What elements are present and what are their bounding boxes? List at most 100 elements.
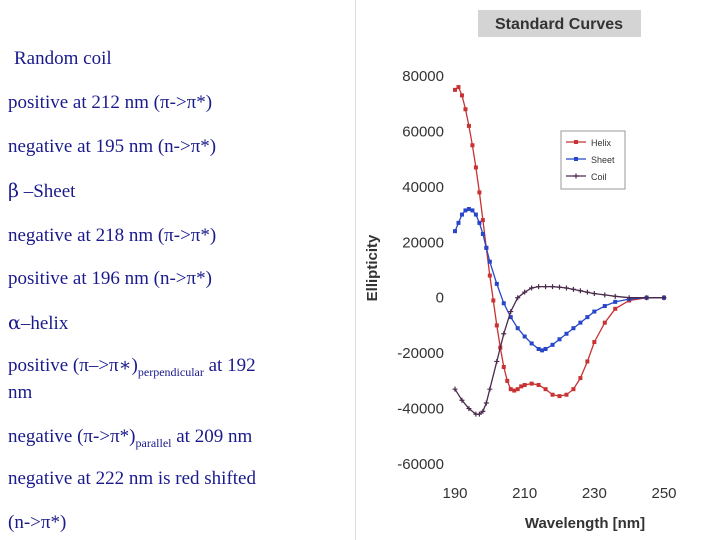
- beta-sheet-line-1: negative at 218 nm (π->π*): [8, 225, 217, 246]
- coil-point: [522, 289, 528, 295]
- alpha-line-1-pre: positive (π–>π∗): [8, 355, 138, 376]
- x-tick-label: 230: [582, 485, 607, 502]
- coil-point: [563, 285, 569, 291]
- sheet-point: [480, 231, 485, 236]
- helix-point: [512, 388, 517, 393]
- y-tick-label: -60000: [397, 456, 444, 473]
- coil-point: [483, 400, 489, 406]
- helix-point: [550, 392, 555, 397]
- helix-point: [571, 387, 576, 392]
- coil-point: [626, 295, 632, 301]
- helix-point: [564, 392, 569, 397]
- sheet-point: [564, 331, 569, 336]
- sheet-point: [529, 341, 534, 346]
- sheet-point: [484, 245, 489, 250]
- coil-point: [476, 411, 482, 417]
- coil-point: [480, 408, 486, 414]
- helix-point: [463, 107, 468, 112]
- helix-line: [454, 86, 664, 397]
- alpha-helix-line-4: (n->π*): [8, 512, 67, 533]
- helix-point: [578, 376, 583, 381]
- beta-sheet-heading-text: –Sheet: [23, 181, 76, 202]
- y-tick-label: 80000: [402, 68, 444, 85]
- coil-point: [644, 295, 650, 301]
- y-tick-label: -40000: [397, 401, 444, 418]
- coil-point: [557, 284, 562, 290]
- sheet-point: [501, 301, 506, 306]
- sheet-point: [550, 342, 555, 347]
- helix-point: [459, 93, 464, 98]
- helix-point: [585, 359, 590, 364]
- sheet-point: [602, 304, 607, 309]
- coil-point: [529, 285, 535, 291]
- helix-point: [508, 387, 513, 392]
- sheet-point: [487, 259, 492, 264]
- random-coil-heading: Random coil: [14, 48, 112, 69]
- x-tick-labels: 190 210 230 250: [442, 485, 676, 502]
- coil-point: [570, 286, 576, 292]
- coil-point: [543, 284, 549, 290]
- alpha-line-2-sub: parallel: [135, 435, 172, 450]
- sheet-point: [540, 348, 545, 353]
- sheet-point: [463, 208, 468, 213]
- sheet-point: [557, 337, 562, 342]
- alpha-helix-heading-text: –helix: [20, 313, 69, 334]
- alpha-helix-line-1: positive (π–>π∗)perpendicular at 192: [8, 354, 256, 380]
- sheet-point: [494, 281, 499, 286]
- alpha-symbol: α: [8, 312, 21, 334]
- coil-point: [584, 289, 590, 295]
- helix-point: [536, 383, 541, 388]
- legend-box: [560, 130, 626, 190]
- coil-line: [454, 285, 664, 415]
- sheet-point: [543, 346, 548, 351]
- helix-point: [557, 394, 562, 399]
- legend: Helix Sheet Coil: [560, 130, 626, 190]
- helix-point: [487, 273, 492, 278]
- coil-legend-marker: [573, 173, 579, 179]
- coil-point: [612, 293, 618, 299]
- sheet-point: [578, 320, 583, 325]
- sheet-point: [613, 299, 618, 304]
- x-axis-label: Wavelength [nm]: [525, 515, 645, 532]
- alpha-line-2-pre: negative (π->π*): [8, 426, 136, 447]
- chart-title: Standard Curves: [495, 16, 623, 33]
- sheet-point: [473, 212, 478, 217]
- coil-point: [508, 309, 514, 315]
- y-tick-labels: 80000 60000 40000 20000 0 -20000 -40000 -60000: [397, 68, 444, 473]
- coil-point: [487, 386, 493, 392]
- coil-point: [452, 386, 458, 392]
- sheet-legend-marker: [574, 157, 578, 161]
- helix-point: [473, 165, 478, 170]
- coil-point: [501, 331, 507, 337]
- sheet-point: [477, 220, 482, 225]
- sheet-point: [456, 220, 461, 225]
- coil-point: [661, 295, 667, 301]
- helix-point: [613, 306, 618, 311]
- coil-point: [459, 397, 465, 403]
- beta-sheet-heading: β –Sheet: [8, 180, 75, 203]
- coil-point: [536, 284, 542, 290]
- helix-point: [466, 123, 471, 128]
- sheet-line: [454, 208, 664, 352]
- helix-legend-label: Helix: [591, 138, 612, 148]
- y-tick-label: 40000: [402, 179, 444, 196]
- beta-sheet-line-2: positive at 196 nm (n->π*): [8, 268, 212, 289]
- y-tick-label: 60000: [402, 123, 444, 140]
- sheet-point: [515, 326, 520, 331]
- helix-point: [602, 320, 607, 325]
- alpha-helix-line-3: negative at 222 nm is red shifted: [8, 468, 256, 489]
- helix-point: [505, 378, 510, 383]
- helix-point: [491, 298, 496, 303]
- sheet-point: [585, 315, 590, 320]
- helix-point: [456, 85, 461, 90]
- x-tick-label: 210: [512, 485, 537, 502]
- sheet-point: [571, 326, 576, 331]
- sheet-point: [466, 207, 471, 212]
- sheet-point: [508, 315, 513, 320]
- chart-title-bg: [478, 10, 641, 37]
- sheet-legend-label: Sheet: [591, 155, 615, 165]
- alpha-helix-heading: α–helix: [8, 312, 68, 335]
- coil-point: [577, 288, 583, 294]
- sheet-point: [453, 229, 457, 234]
- helix-point: [480, 218, 485, 223]
